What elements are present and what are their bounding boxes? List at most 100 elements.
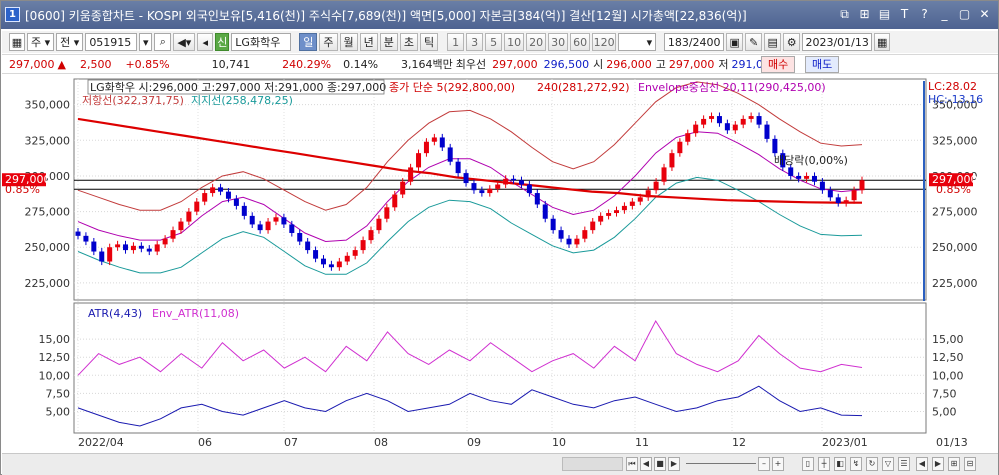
title-bar: 1 [0600] 키움종합차트 - KOSPI 외국인보유[5,416(천)] … (1, 1, 998, 29)
panel-icon[interactable]: ▦ (9, 33, 25, 51)
date-input[interactable]: 2023/01/13 (802, 33, 873, 51)
calendar-icon[interactable]: ▦ (874, 33, 891, 51)
period-second[interactable]: 초 (399, 33, 419, 51)
reset-icon[interactable]: ↻ (866, 457, 878, 471)
save-icon[interactable]: ▤ (764, 33, 782, 51)
chart-canvas[interactable]: 350,000350,000325,000325,000300,000300,0… (2, 75, 998, 455)
list-view-icon[interactable]: ☰ (898, 457, 910, 471)
price-pct-right: 0.85% (936, 183, 971, 196)
expand-icon[interactable]: ⊞ (948, 457, 960, 471)
candle-body (289, 224, 295, 233)
zoom-slider[interactable] (686, 463, 756, 464)
candle-body (598, 215, 604, 222)
sell-button[interactable]: 매도 (805, 56, 840, 73)
buy-button[interactable]: 매수 (761, 56, 796, 73)
candle-body (360, 240, 366, 251)
minimize-icon[interactable]: _ (941, 7, 948, 21)
drawing-tools-icon[interactable]: ✎ (745, 33, 763, 51)
data-count-input[interactable]: 183/2400 (664, 33, 725, 51)
legend-resistance: 저항선(322,371,75) (82, 94, 184, 107)
interval-5[interactable]: 5 (485, 33, 503, 51)
scroll-track[interactable] (562, 457, 623, 471)
candle-body (249, 215, 255, 225)
stock-code-input[interactable]: 051915 (85, 33, 138, 51)
candle-body (582, 230, 588, 239)
custom-interval-select[interactable]: ▾ (618, 33, 657, 51)
text-icon[interactable]: T (900, 7, 909, 21)
legend-envelope: Envelope중심선 20,11(290,425,00) (638, 81, 826, 94)
period-tick[interactable]: 틱 (420, 33, 439, 51)
period-minute[interactable]: 분 (379, 33, 398, 51)
candle-body (724, 123, 730, 131)
period-month[interactable]: 월 (339, 33, 358, 51)
help-icon[interactable]: ? (921, 7, 928, 21)
week-select[interactable]: 주 ▾ (27, 33, 55, 51)
date-tick: 07 (284, 436, 298, 449)
candle-body (835, 197, 841, 204)
candle-body (178, 221, 184, 231)
panel-right-icon[interactable]: ▶ (932, 457, 944, 471)
panel-left-icon[interactable]: ◀ (916, 457, 928, 471)
settings-icon[interactable]: ⚙ (783, 33, 801, 51)
first-page-icon[interactable]: ⏮ (626, 457, 638, 471)
collapse-icon[interactable]: ⊟ (964, 457, 976, 471)
trade-amount: 3,164백만 (401, 58, 453, 71)
code-dropdown-icon[interactable]: ▾ (139, 33, 153, 51)
candle-body (320, 258, 326, 265)
list-icon[interactable]: ▤ (878, 7, 891, 21)
prev-page-icon[interactable]: ◀ (640, 457, 652, 471)
status-bar: ⏮ ◀ ■ ▶ – + ▯ ┼ ◧ ↯ ↻ ▽ ☰ ◀ ▶ ⊞ ⊟ (2, 453, 998, 475)
volume-ratio: 240.29% (282, 57, 332, 71)
interval-20[interactable]: 20 (526, 33, 547, 51)
interval-1[interactable]: 1 (447, 33, 465, 51)
date-tick: 12 (732, 436, 746, 449)
interval-120[interactable]: 120 (592, 33, 617, 51)
candle-body (455, 161, 461, 174)
indicator-icon[interactable]: ↯ (850, 457, 862, 471)
stock-name[interactable]: LG화학우 (231, 33, 292, 51)
next-page-icon[interactable]: ▶ (668, 457, 680, 471)
prev-stock-icon[interactable]: ◂ (197, 33, 214, 51)
candle-body (408, 167, 414, 182)
search-icon[interactable]: ⌕ (154, 33, 172, 51)
candle-body (716, 116, 722, 124)
candle-body (241, 205, 247, 216)
candle-body (463, 173, 469, 184)
candle-body (819, 181, 825, 191)
date-tick: 2022/04 (78, 436, 124, 449)
high-label: 고 (655, 58, 666, 71)
candle-body (376, 218, 382, 231)
candle-body (645, 190, 651, 198)
interval-30[interactable]: 30 (548, 33, 569, 51)
chart-area[interactable]: 350,000350,000325,000325,000300,000300,0… (2, 75, 998, 455)
grid-icon[interactable]: ⊞ (859, 7, 870, 21)
candle-body (233, 198, 239, 206)
zoom-icon[interactable]: ▣ (726, 33, 744, 51)
period-week[interactable]: 주 (319, 33, 338, 51)
close-icon[interactable]: ✕ (979, 7, 990, 21)
market-badge[interactable]: 신 (215, 33, 230, 51)
chart-type-icon[interactable]: ▯ (802, 457, 814, 471)
interval-10[interactable]: 10 (504, 33, 525, 51)
sound-icon[interactable]: ◀▾ (173, 33, 196, 51)
candle-body (526, 184, 532, 194)
period-day[interactable]: 일 (299, 33, 318, 51)
prev-select[interactable]: 전 ▾ (56, 33, 84, 51)
stop-icon[interactable]: ■ (654, 457, 666, 471)
turnover-rate: 0.14% (343, 57, 379, 71)
window-number-icon[interactable]: 1 (5, 7, 20, 22)
atr-line (77, 385, 863, 427)
interval-60[interactable]: 60 (570, 33, 591, 51)
restore-link-icon[interactable]: ⧉ (840, 7, 849, 21)
maximize-icon[interactable]: ▢ (958, 7, 971, 21)
volume: 10,741 (211, 57, 251, 71)
candle-body (748, 116, 754, 119)
interval-3[interactable]: 3 (466, 33, 484, 51)
filter-icon[interactable]: ▽ (882, 457, 894, 471)
crosshair-icon[interactable]: ┼ (818, 457, 830, 471)
candle-body (384, 207, 390, 219)
period-year[interactable]: 년 (359, 33, 378, 51)
zoom-in-icon[interactable]: + (772, 457, 784, 471)
split-icon[interactable]: ◧ (834, 457, 846, 471)
zoom-out-icon[interactable]: – (758, 457, 770, 471)
